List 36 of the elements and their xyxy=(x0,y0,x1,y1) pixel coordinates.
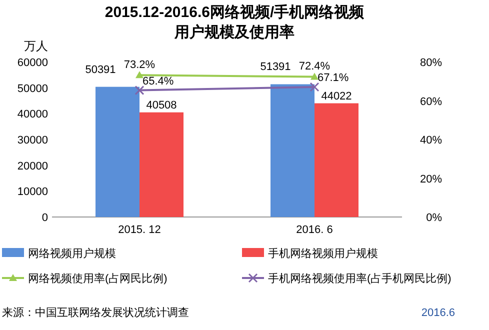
data-label: 72.4% xyxy=(298,60,330,73)
chart-title: 2015.12-2016.6网络视频/手机网络视频用户规模及使用率 xyxy=(104,4,366,41)
y2-tick-label: 80% xyxy=(420,57,442,69)
text: 2016.6 xyxy=(421,307,455,319)
y-tick-label: 30000 xyxy=(17,134,48,146)
data-label: 67.1% xyxy=(318,72,349,84)
y2-tick-label: 40% xyxy=(420,134,442,146)
bar xyxy=(314,103,358,217)
legend-label: 网络视频使用率(占网民比例) xyxy=(28,272,168,285)
data-label: 73.2% xyxy=(124,59,156,72)
bar xyxy=(270,84,314,217)
bar xyxy=(140,112,184,217)
x-tick-label: 2016. 6 xyxy=(296,224,333,236)
legend-label: 手机网络视频用户规模 xyxy=(268,247,378,260)
y-axis-title: 万人 xyxy=(24,39,48,53)
y2-tick-label: 0% xyxy=(426,212,442,224)
y-tick-label: 20000 xyxy=(17,160,48,172)
y2-tick-label: 60% xyxy=(420,96,442,108)
data-label: 40508 xyxy=(146,99,177,112)
y-tick-label: 50000 xyxy=(17,82,48,95)
x-tick-label: 2015. 12 xyxy=(118,224,161,236)
data-label: 44022 xyxy=(321,90,352,102)
y2-tick-label: 20% xyxy=(420,173,442,186)
data-label: 65.4% xyxy=(142,75,174,88)
data-label: 50391 xyxy=(85,64,116,76)
legend-label: 手机网络视频使用率(占手机网民比例) xyxy=(268,272,452,285)
y-tick-label: 40000 xyxy=(17,108,48,121)
source-note: 来源：中国互联网络发展状况统计调查 xyxy=(2,306,189,319)
legend-label: 网络视频用户规模 xyxy=(28,247,116,260)
data-label: 51391 xyxy=(260,61,291,74)
y-tick-label: 60000 xyxy=(17,57,48,69)
point xyxy=(134,86,144,96)
bar xyxy=(96,86,140,217)
point xyxy=(310,82,320,92)
y-tick-label: 0 xyxy=(42,212,48,224)
y-tick-label: 10000 xyxy=(17,186,48,198)
